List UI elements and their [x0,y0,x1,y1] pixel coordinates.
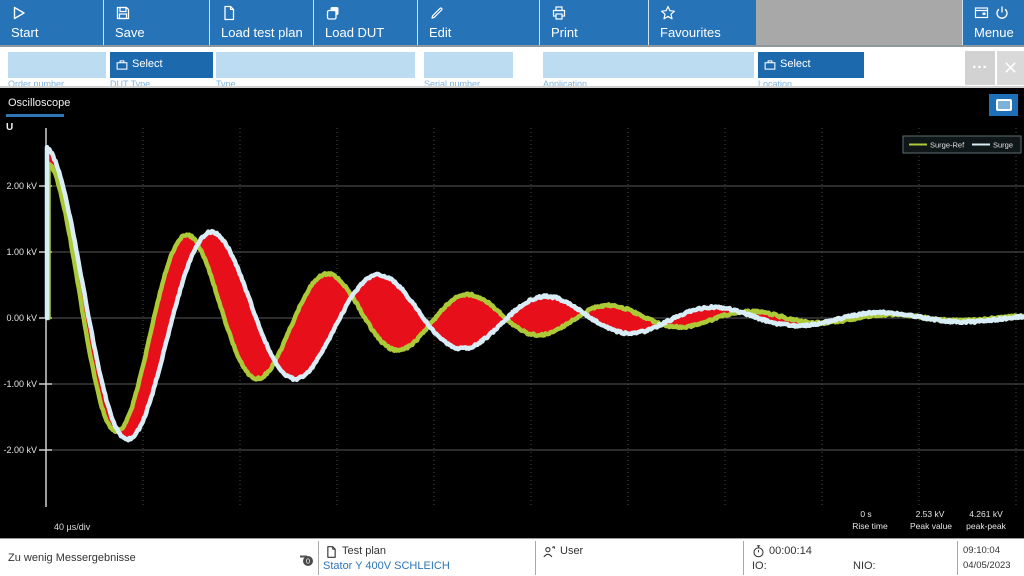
chart-legend: Surge-Ref Surge [902,135,1022,154]
deviation-area [47,147,1024,441]
save-icon [116,6,130,20]
start-button-label: Start [11,25,39,40]
user-label: User [560,545,584,557]
copy-icon [326,7,339,20]
status-message: Zu wenig Messergebnisse [8,552,136,564]
type-label: Type [216,79,236,89]
peak-peak-value: 4.261 kV [969,509,1003,519]
print-button[interactable]: Print [539,0,648,45]
test-plan-label: Test plan [342,545,387,557]
message-count-icon: 0 [300,555,313,566]
tab-oscilloscope[interactable]: Oscilloscope [8,97,71,109]
io-label: IO: [752,560,767,572]
maximize-icon [996,99,1012,111]
tab-active-underline [6,114,64,117]
dut-type-select-button[interactable]: Select [110,52,213,78]
oscilloscope-panel: 2.00 kV 1.00 kV 0.00 kV -1.00 kV -2.00 kV U … [0,88,1024,538]
surge-curve [44,144,1024,443]
nio-label: NIO: [853,560,876,572]
application-input[interactable] [543,52,754,78]
serial-number-label: Serial number [424,79,481,89]
peak-value-label: Peak value [910,521,952,531]
y-axis-tick-label: 0.00 kV [6,313,37,323]
save-button[interactable]: Save [103,0,209,45]
close-icon [1005,62,1016,73]
test-info-bar: Order number Select DUT Type Type Serial… [0,47,1024,89]
legend-label-surge: Surge [993,141,1013,150]
stopwatch-icon [753,545,764,558]
dut-type-select-label: Select [132,58,163,70]
status-divider [535,541,536,575]
legend-label-surge-ref: Surge-Ref [930,141,965,150]
favourites-button-label: Favourites [660,25,721,40]
test-plan-name: Stator Y 400V SCHLEICH [323,560,450,572]
star-icon [661,5,675,20]
case-icon [764,60,776,70]
document-icon [224,5,235,21]
clock-date: 04/05/2023 [963,560,1011,571]
y-axis-tick-label: 1.00 kV [6,247,37,257]
close-button[interactable] [997,51,1024,85]
status-divider [743,541,744,575]
load-test-plan-button[interactable]: Load test plan [209,0,313,45]
rise-time-value: 0 s [860,509,871,519]
elapsed-time: 00:00:14 [769,545,812,557]
maximize-view-button[interactable] [989,94,1018,116]
time-per-div-label: 40 µs/div [54,522,91,532]
favourites-button[interactable]: Favourites [648,0,756,45]
y-axis-tick-label: 2.00 kV [6,181,37,191]
status-divider [318,541,319,575]
y-axis-tick-label: -2.00 kV [3,445,37,455]
type-input[interactable] [216,52,415,78]
pencil-icon [431,7,443,19]
order-number-input[interactable] [8,52,106,78]
save-button-label: Save [115,25,145,40]
load-dut-label: Load DUT [325,25,385,40]
printer-icon [552,6,566,20]
case-icon [116,60,128,70]
edit-button[interactable]: Edit [417,0,539,45]
test-plan-document-icon [327,546,336,558]
location-label: Location [758,79,793,89]
peak-value-value: 2.53 kV [916,509,945,519]
surge-ref-curve [46,161,1024,434]
load-dut-button[interactable]: Load DUT [313,0,417,45]
print-button-label: Print [551,25,578,40]
main-toolbar: Start Save Load test plan Load DUT [0,0,1024,47]
location-select-label: Select [780,58,811,70]
divider-line [0,86,1024,88]
start-button[interactable]: Start [0,0,103,45]
oscilloscope-chart: 2.00 kV1.00 kV0.00 kV-1.00 kV-2.00 kV U … [3,122,1024,532]
status-bar: Zu wenig Messergebnisse 0 Test plan Stat… [0,538,1024,576]
clock-time: 09:10:04 [963,545,1000,556]
status-divider [957,541,958,575]
load-test-plan-label: Load test plan [221,25,303,40]
play-icon [13,6,25,20]
window-icon [974,7,989,19]
order-number-label: Order number [8,79,65,89]
edit-button-label: Edit [429,25,452,40]
measurement-stats: 0 s Rise time 2.53 kV Peak value 4.261 k… [852,509,1006,531]
toolbar-spacer [756,0,962,45]
rise-time-label: Rise time [852,521,888,531]
user-icon [543,546,556,558]
message-count-value: 0 [306,557,310,566]
application-label: Application [543,79,588,89]
power-icon [996,6,1008,19]
dut-type-label: DUT Type [110,79,151,89]
menue-button-label: Menue [974,25,1014,40]
menue-button[interactable]: Menue [962,0,1024,45]
more-options-button[interactable]: ... [965,51,995,85]
serial-number-input[interactable] [424,52,513,78]
peak-peak-label: peak-peak [966,521,1006,531]
location-select-button[interactable]: Select [758,52,864,78]
y-axis-unit-label: U [6,122,13,133]
y-axis-tick-label: -1.00 kV [3,379,37,389]
